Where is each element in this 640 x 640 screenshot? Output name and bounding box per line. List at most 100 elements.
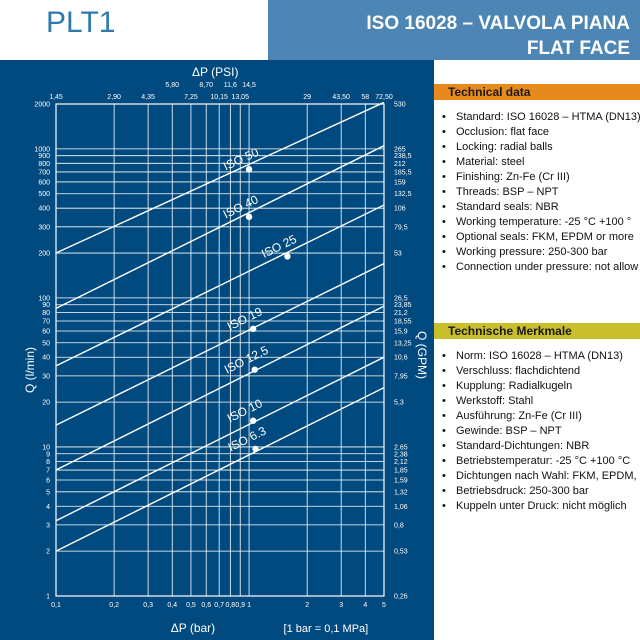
y-tick-label: 70 [42, 318, 50, 325]
series-marker [249, 325, 257, 333]
y-tick-label: 300 [38, 224, 50, 231]
y2-tick-label: 185,5 [394, 169, 412, 176]
y2-tick-label: 1,59 [394, 478, 408, 485]
y-tick-label: 4 [46, 504, 50, 511]
series-line [55, 305, 385, 471]
series-line [55, 145, 385, 310]
technical-data-item: Working temperature: -25 °C +100 ° [442, 215, 640, 230]
technical-data-item: Occlusion: flat face [442, 125, 640, 140]
x2-tick-label: 14,5 [242, 82, 256, 89]
y2-tick-label: 530 [394, 102, 406, 109]
technische-merkmale-item: Verschluss: flachdichtend [442, 364, 640, 379]
x-tick-label: 4 [363, 602, 367, 609]
x-tick-label: 0,9 [235, 602, 245, 609]
x-tick-label: 0,4 [167, 602, 177, 609]
x2-tick-label: 5,80 [165, 82, 179, 89]
technical-data-panel: Technical data Standard: ISO 16028 – HTM… [434, 84, 640, 275]
y-tick-label: 200 [38, 251, 50, 258]
x2-tick-label: 8,70 [199, 82, 213, 89]
x-axis-title: ΔP (bar) [171, 621, 215, 635]
x2-tick-label: 29 [303, 94, 311, 101]
y-tick-label: 60 [42, 328, 50, 335]
y2-tick-label: 0,26 [394, 594, 408, 601]
series-marker [245, 166, 253, 173]
y2-tick-label: 2,12 [394, 459, 408, 466]
technical-data-list: Standard: ISO 16028 – HTMA (DN13)Occlusi… [434, 110, 640, 275]
technical-data-item: Threads: BSP – NPT [442, 185, 640, 200]
x-tick-label: 0,6 [201, 602, 211, 609]
y-tick-label: 7 [46, 468, 50, 475]
y-tick-label: 50 [42, 340, 50, 347]
x-tick-label: 0,5 [186, 602, 196, 609]
y2-axis-title: Q (GPM) [415, 331, 429, 379]
x2-tick-label: 13,05 [231, 94, 249, 101]
y-tick-label: 5 [46, 489, 50, 496]
technische-merkmale-item: Dichtungen nach Wahl: FKM, EPDM, us [442, 469, 640, 484]
series-marker [249, 417, 257, 424]
y-axis-title: Q (l/min) [23, 347, 37, 393]
technical-data-item: Finishing: Zn-Fe (Cr III) [442, 170, 640, 185]
y2-tick-label: 0,53 [394, 549, 408, 556]
x-tick-label: 0,1 [51, 602, 61, 609]
x-tick-label: 0,3 [143, 602, 153, 609]
technical-data-item: Standard seals: NBR [442, 200, 640, 215]
technical-data-item: Connection under pressure: not allow [442, 260, 640, 275]
technische-merkmale-panel: Technische Merkmale Norm: ISO 16028 – HT… [434, 323, 640, 514]
y2-tick-label: 1,85 [394, 468, 408, 475]
y2-tick-label: 79,5 [394, 224, 408, 231]
y2-tick-label: 159 [394, 179, 406, 186]
y-tick-label: 40 [42, 355, 50, 362]
technische-merkmale-list: Norm: ISO 16028 – HTMA (DN13)Verschluss:… [434, 349, 640, 514]
x-axis-note: [1 bar = 0,1 MPa] [284, 623, 369, 635]
technische-merkmale-item: Standard-Dichtungen: NBR [442, 439, 640, 454]
x2-tick-label: 43,50 [332, 94, 350, 101]
x-tick-label: 0,7 [214, 602, 224, 609]
y2-tick-label: 0,8 [394, 522, 404, 529]
y-tick-label: 1 [46, 594, 50, 601]
x2-tick-label: 7,25 [184, 94, 198, 101]
y2-tick-label: 265 [394, 146, 406, 153]
x-tick-label: 3 [339, 602, 343, 609]
y2-tick-label: 7,95 [394, 373, 408, 380]
technische-merkmale-item: Betriebsdruck: 250-300 bar [442, 484, 640, 499]
x-tick-label: 2 [305, 602, 309, 609]
series-line [55, 204, 385, 367]
y2-tick-label: 21,2 [394, 310, 408, 317]
y-tick-label: 500 [38, 191, 50, 198]
x2-tick-label: 4,35 [141, 94, 155, 101]
x2-axis-title: ΔP (PSI) [192, 65, 238, 79]
y-tick-label: 9 [46, 451, 50, 458]
y2-tick-label: 18,55 [394, 318, 412, 325]
y-tick-label: 90 [42, 302, 50, 309]
y-tick-label: 600 [38, 179, 50, 186]
series-marker [251, 366, 258, 373]
flow-pressure-chart: 0,1 0,2 0,3 0,4 0,5 0,6 0,7 0,8 0,9 1 2 3 4 51,45 2,90… [0, 60, 434, 640]
y2-tick-label: 238,5 [394, 153, 412, 160]
y2-tick-label: 132,5 [394, 191, 412, 198]
y-tick-label: 80 [42, 310, 50, 317]
y2-tick-label: 1,32 [394, 489, 408, 496]
technical-data-item: Material: steel [442, 155, 640, 170]
y2-tick-label: 26,5 [394, 295, 408, 302]
x-tick-label: 0,8 [225, 602, 235, 609]
y2-tick-label: 1,06 [394, 504, 408, 511]
header-title-line1: ISO 16028 – VALVOLA PIANA [366, 13, 630, 34]
y-tick-label: 30 [42, 373, 50, 380]
y2-tick-label: 2,65 [394, 444, 408, 451]
y-tick-label: 1000 [34, 146, 50, 153]
technische-merkmale-item: Kuppeln unter Druck: nicht möglich [442, 499, 640, 514]
series-line [55, 101, 385, 254]
x-tick-label: 1 [247, 602, 251, 609]
series-line [55, 356, 385, 522]
x2-tick-label: 58 [361, 94, 369, 101]
technische-merkmale-title: Technische Merkmale [434, 323, 640, 339]
y-tick-label: 100 [38, 295, 50, 302]
x2-tick-label: 1,45 [49, 94, 63, 101]
technische-merkmale-item: Norm: ISO 16028 – HTMA (DN13) [442, 349, 640, 364]
y-tick-label: 3 [46, 522, 50, 529]
y-tick-label: 700 [38, 169, 50, 176]
y-tick-label: 20 [42, 400, 50, 407]
technical-data-item: Optional seals: FKM, EPDM or more [442, 230, 640, 245]
chart-background [0, 60, 434, 640]
series-marker [245, 213, 253, 221]
